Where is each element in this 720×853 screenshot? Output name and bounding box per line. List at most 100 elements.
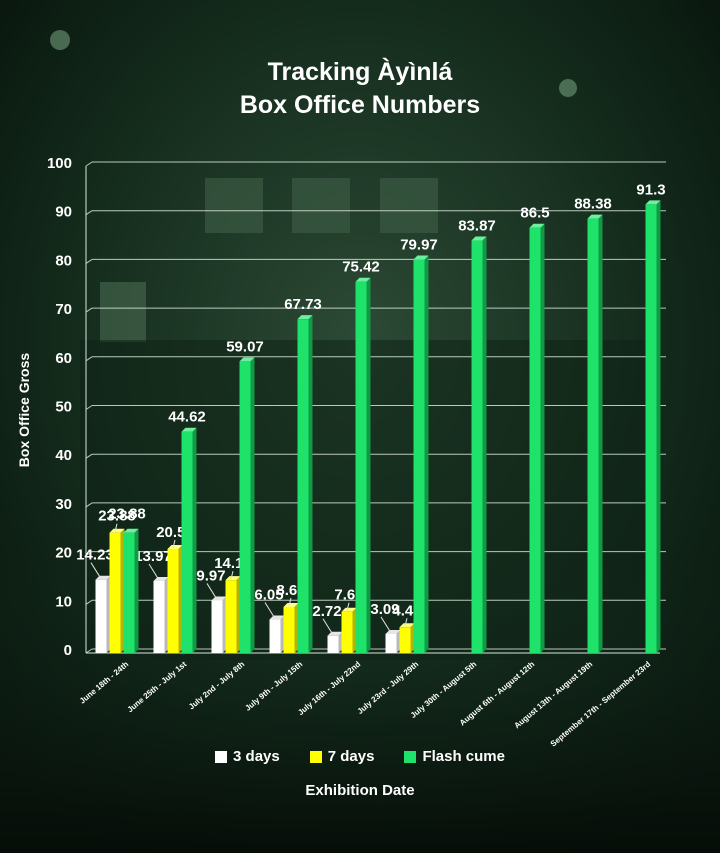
bar-flash-cume (239, 361, 251, 653)
bar-3-days (153, 580, 165, 653)
bar-7-days (399, 627, 411, 653)
bar-3-days (211, 600, 223, 653)
y-tick-label: 60 (55, 350, 72, 367)
legend-label-7-days: 7 days (327, 748, 375, 765)
gridline-depth (85, 307, 93, 313)
x-axis-title: Exhibition Date (305, 782, 415, 799)
data-label-flash-cume: 75.42 (342, 259, 380, 276)
data-label-leader (264, 602, 276, 619)
data-label-leader (322, 618, 334, 636)
bar-top-flash-cume (239, 357, 255, 362)
bar-7-days (283, 606, 295, 653)
bar-top-7-days (341, 607, 357, 612)
legend-swatch-7-days (309, 750, 322, 763)
bar-top-flash-cume (645, 200, 661, 205)
gridline-depth (85, 210, 93, 216)
bar-top-7-days (283, 602, 299, 607)
legend-label-flash-cume: Flash cume (422, 748, 505, 765)
data-label-3-days: 13.97 (134, 548, 172, 565)
data-label-leader (404, 618, 408, 627)
bar-7-days (225, 580, 237, 653)
bar-flash-cume (471, 240, 483, 653)
data-label-leader (148, 563, 160, 581)
bar-side-flash-cume (192, 427, 197, 653)
x-tick-label: July 2nd - July 8th (187, 660, 246, 712)
data-label-leader (114, 523, 118, 532)
bar-side-flash-cume (656, 200, 661, 653)
gridline-depth (85, 161, 93, 167)
bar-side-flash-cume (134, 528, 139, 653)
y-tick-label: 0 (64, 642, 72, 659)
y-tick-label: 30 (55, 496, 72, 513)
data-label-flash-cume: 79.97 (400, 237, 438, 254)
y-tick-label: 90 (55, 204, 72, 221)
bar-flash-cume (355, 281, 367, 653)
bar-side-flash-cume (250, 357, 255, 653)
data-label-leader (288, 597, 292, 607)
y-tick-label: 70 (55, 301, 72, 318)
bar-top-flash-cume (297, 315, 313, 320)
bar-7-days (167, 549, 179, 653)
data-label-leader (206, 583, 218, 600)
data-label-flash-cume: 88.38 (574, 196, 612, 213)
bar-flash-cume (587, 218, 599, 653)
bar-3-days (385, 633, 397, 653)
bar-7-days (109, 532, 121, 653)
bar-top-flash-cume (471, 236, 487, 241)
bar-flash-cume (529, 227, 541, 653)
y-axis-title: Box Office Gross (16, 352, 32, 468)
bar-top-flash-cume (123, 528, 139, 533)
data-label-flash-cume: 44.62 (168, 409, 206, 426)
data-label-flash-cume: 59.07 (226, 338, 264, 355)
data-label-leader (346, 602, 350, 611)
bar-side-flash-cume (598, 214, 603, 653)
gridline-depth (85, 502, 93, 508)
gridline-depth (85, 258, 93, 264)
data-label-3-days: 3.09 (370, 601, 399, 618)
x-tick-label: July 16th - July 22nd (296, 660, 362, 718)
y-tick-label: 80 (55, 252, 72, 269)
legend-swatch-flash-cume (404, 750, 417, 763)
bar-3-days (327, 635, 339, 653)
bar-side-flash-cume (482, 236, 487, 653)
bar-side-flash-cume (366, 277, 371, 653)
data-label-3-days: 14.23 (76, 547, 114, 564)
data-label-leader (172, 539, 176, 549)
bar-3-days (269, 619, 281, 653)
y-tick-label: 40 (55, 447, 72, 464)
data-label-flash-cume: 86.5 (520, 205, 549, 222)
legend-item-7-days: 7 days (309, 748, 375, 765)
x-tick-label: June 25th - July 1st (126, 659, 189, 714)
data-label-leader (90, 562, 102, 579)
bar-7-days (341, 611, 353, 653)
chart-title-line-1: Tracking Àyìnlá (267, 58, 453, 86)
legend: 3 days 7 days Flash cume (0, 748, 720, 765)
bar-side-flash-cume (424, 255, 429, 654)
gridline-depth (85, 453, 93, 459)
bar-top-7-days (167, 545, 183, 550)
gridline-depth (85, 356, 93, 362)
data-label-leader (230, 571, 234, 580)
data-label-flash-cume: 91.3 (636, 181, 665, 198)
bar-top-flash-cume (181, 427, 197, 432)
data-label-flash-cume: 23.88 (108, 506, 146, 523)
gridline-depth (85, 551, 93, 557)
bar-flash-cume (123, 532, 135, 653)
y-tick-label: 20 (55, 545, 72, 562)
bar-flash-cume (645, 204, 657, 653)
x-tick-label: July 9th - July 15th (243, 660, 304, 713)
bar-top-7-days (399, 623, 415, 628)
x-tick-label: July 23rd - July 29th (356, 660, 421, 716)
data-label-flash-cume: 67.73 (284, 296, 322, 313)
data-label-flash-cume: 83.87 (458, 218, 496, 235)
gridline-depth (85, 405, 93, 410)
data-label-leader (380, 616, 392, 634)
x-tick-label: September 17th - September 23rd (549, 660, 653, 749)
bar-3-days (95, 579, 107, 653)
x-tick-label: June 18th - 24th (78, 660, 131, 706)
legend-item-flash-cume: Flash cume (404, 748, 505, 765)
y-tick-label: 10 (55, 593, 72, 610)
bar-top-7-days (109, 528, 125, 533)
